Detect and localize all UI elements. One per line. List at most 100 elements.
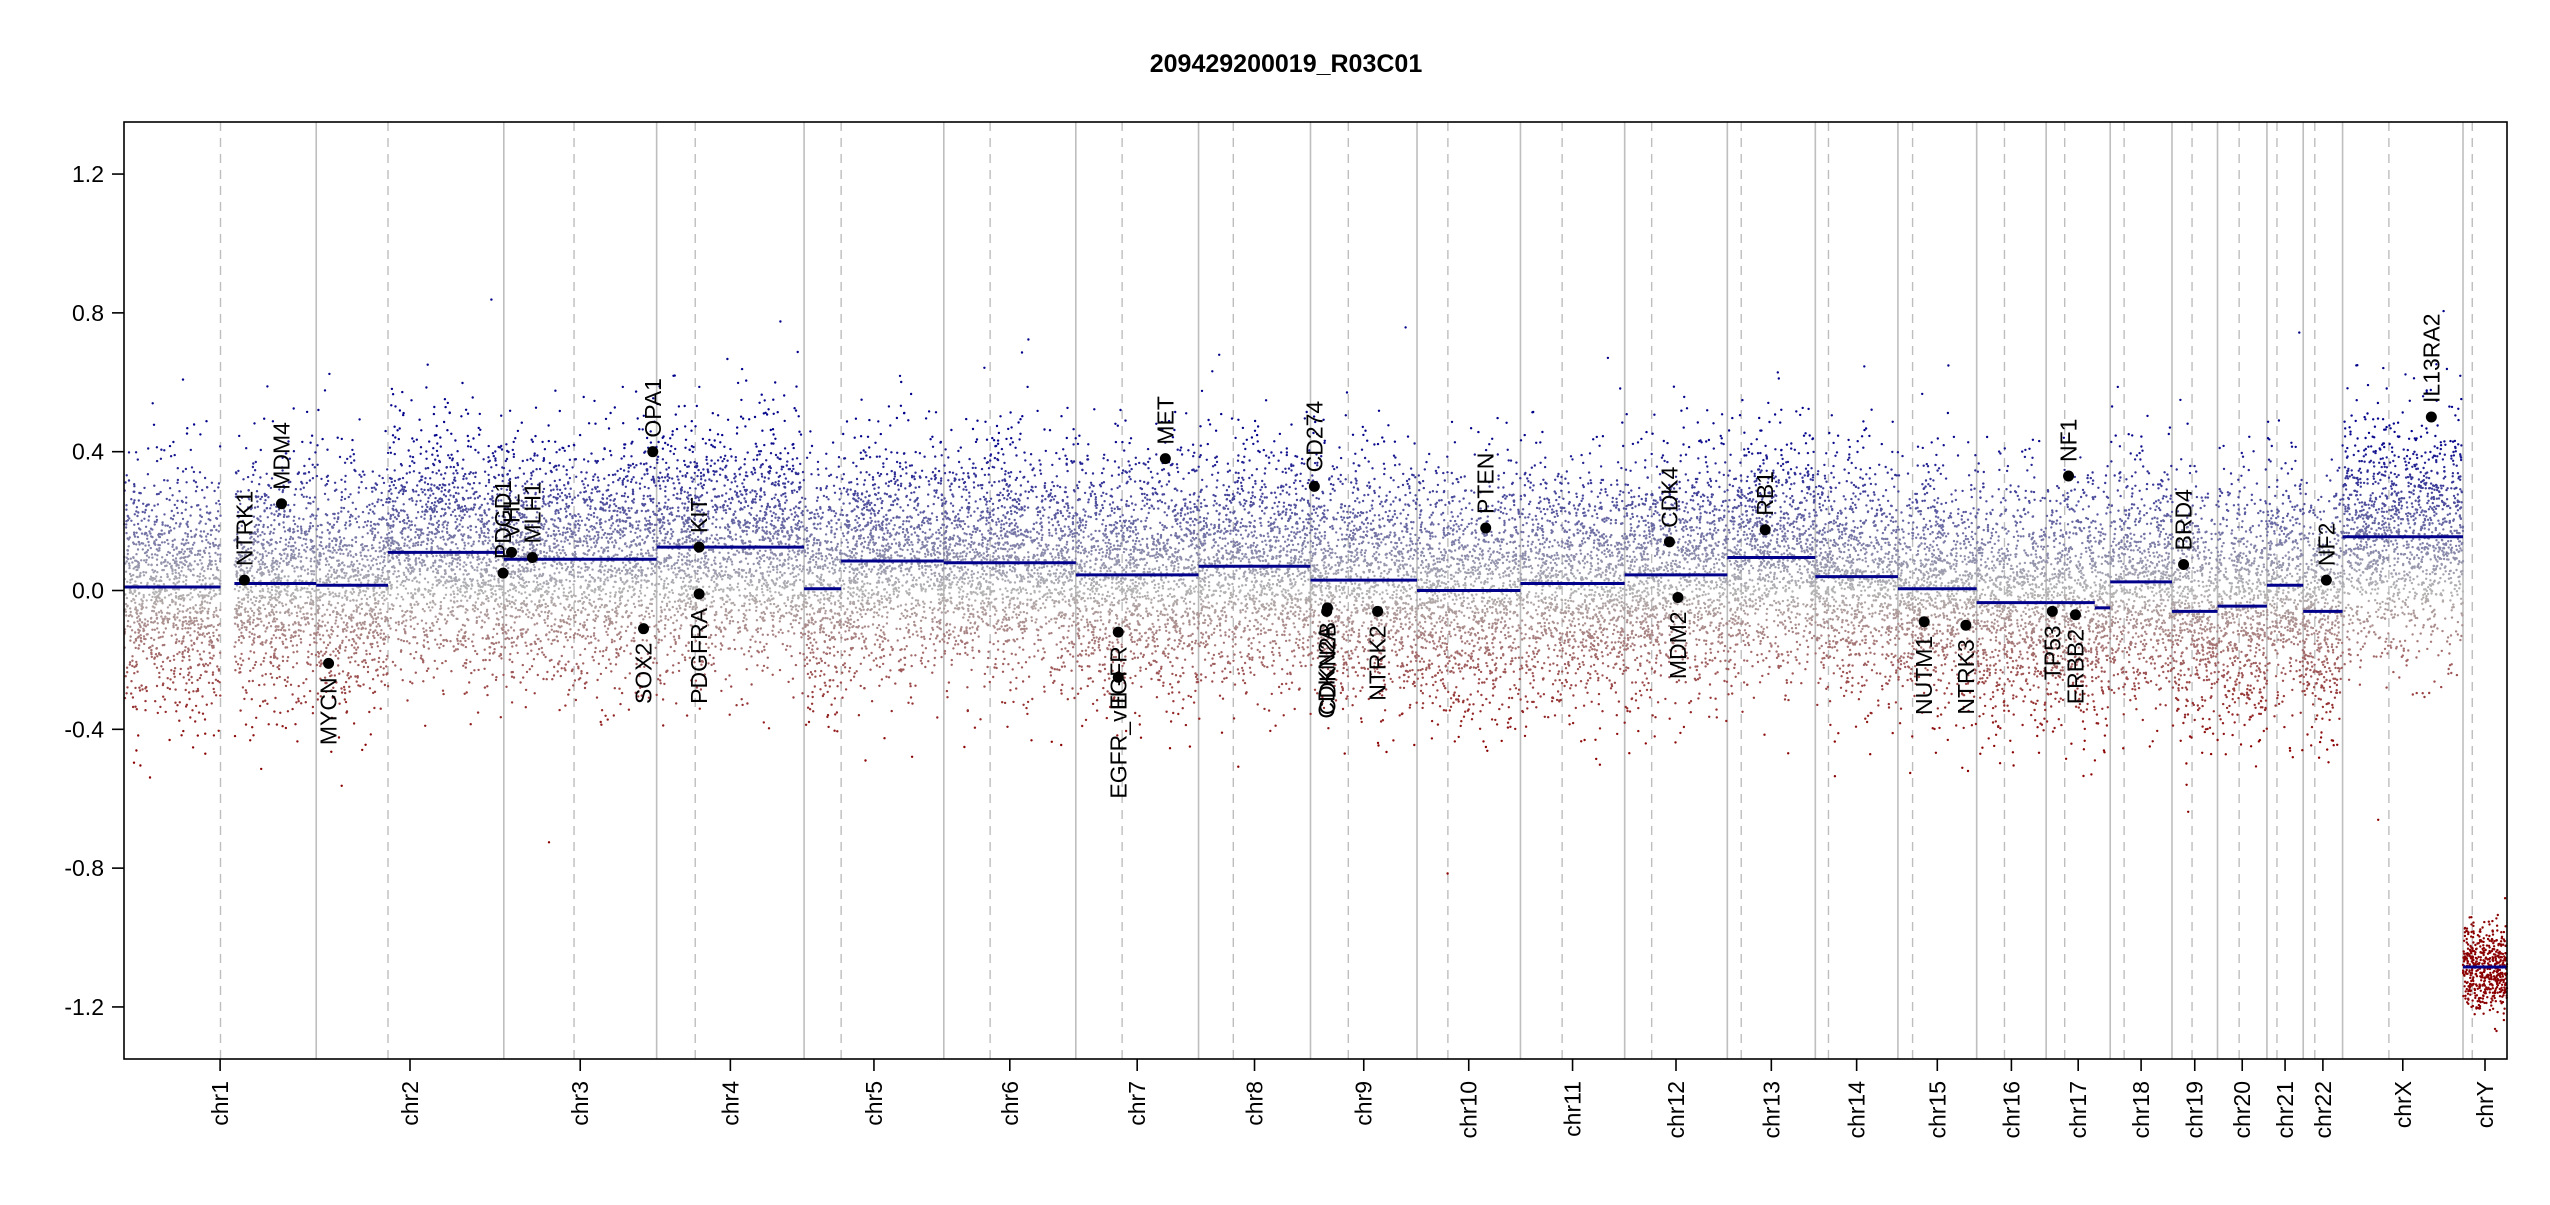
probe-point [166, 618, 168, 620]
probe-point [473, 541, 475, 543]
probe-point [517, 568, 519, 570]
probe-point [158, 652, 160, 654]
probe-point [348, 565, 350, 567]
probe-point [583, 540, 585, 542]
probe-point [186, 427, 188, 429]
probe-point [322, 654, 324, 656]
probe-point [268, 574, 270, 576]
probe-point [251, 481, 253, 483]
probe-point [244, 611, 246, 613]
probe-point [179, 701, 181, 703]
probe-point [445, 466, 447, 468]
probe-point [144, 709, 146, 711]
probe-point [269, 614, 271, 616]
probe-point [640, 586, 642, 588]
probe-point [427, 581, 429, 583]
probe-point [525, 645, 527, 647]
probe-point [352, 617, 354, 619]
probe-point [297, 698, 299, 700]
probe-point [445, 495, 447, 497]
probe-point [644, 450, 646, 452]
probe-point [379, 562, 381, 564]
probe-point [357, 627, 359, 629]
probe-point [273, 528, 275, 530]
probe-point [380, 666, 382, 668]
probe-point [392, 520, 394, 522]
probe-point [427, 567, 429, 569]
probe-point [292, 623, 294, 625]
probe-point [389, 447, 391, 449]
probe-point [470, 529, 472, 531]
probe-point [406, 610, 408, 612]
probe-point [607, 718, 609, 720]
probe-point [216, 568, 218, 570]
probe-point [421, 506, 423, 508]
probe-point [177, 479, 179, 481]
probe-point [182, 730, 184, 732]
probe-point [530, 600, 532, 602]
probe-point [251, 591, 253, 593]
probe-point [217, 486, 219, 488]
probe-point [625, 630, 627, 632]
probe-point [415, 531, 417, 533]
probe-point [459, 559, 461, 561]
probe-point [168, 532, 170, 534]
probe-point [218, 668, 220, 670]
probe-point [318, 555, 320, 557]
probe-point [285, 638, 287, 640]
probe-point [593, 659, 595, 661]
probe-point [153, 610, 155, 612]
probe-point [155, 597, 157, 599]
probe-point [621, 581, 623, 583]
probe-point [168, 499, 170, 501]
probe-point [525, 631, 527, 633]
probe-point [189, 548, 191, 550]
probe-point [394, 480, 396, 482]
probe-point [243, 622, 245, 624]
probe-point [311, 435, 313, 437]
probe-point [445, 660, 447, 662]
probe-point [154, 553, 156, 555]
probe-point [588, 422, 590, 424]
probe-point [196, 563, 198, 565]
probe-point [292, 651, 294, 653]
probe-point [344, 575, 346, 577]
probe-point [444, 582, 446, 584]
probe-point [137, 548, 139, 550]
probe-point [279, 601, 281, 603]
probe-point [273, 606, 275, 608]
probe-point [134, 580, 136, 582]
probe-point [496, 633, 498, 635]
probe-point [218, 579, 220, 581]
probe-point [168, 739, 170, 741]
probe-point [160, 665, 162, 667]
probe-point [577, 571, 579, 573]
probe-point [448, 537, 450, 539]
probe-point [177, 564, 179, 566]
probe-point [558, 709, 560, 711]
probe-point [321, 595, 323, 597]
probe-point [175, 624, 177, 626]
probe-point [327, 573, 329, 575]
probe-point [150, 576, 152, 578]
probe-point [172, 555, 174, 557]
probe-point [377, 674, 379, 676]
probe-point [349, 520, 351, 522]
probe-point [411, 580, 413, 582]
probe-point [391, 388, 393, 390]
probe-point [548, 631, 550, 633]
probe-point [517, 430, 519, 432]
probe-point [215, 517, 217, 519]
probe-point [367, 671, 369, 673]
probe-point [354, 470, 356, 472]
probe-point [431, 542, 433, 544]
probe-point [139, 689, 141, 691]
probe-point [338, 545, 340, 547]
probe-point [493, 575, 495, 577]
probe-point [438, 612, 440, 614]
probe-point [235, 471, 237, 473]
probe-point [405, 490, 407, 492]
probe-point [151, 629, 153, 631]
probe-point [490, 589, 492, 591]
probe-point [255, 661, 257, 663]
